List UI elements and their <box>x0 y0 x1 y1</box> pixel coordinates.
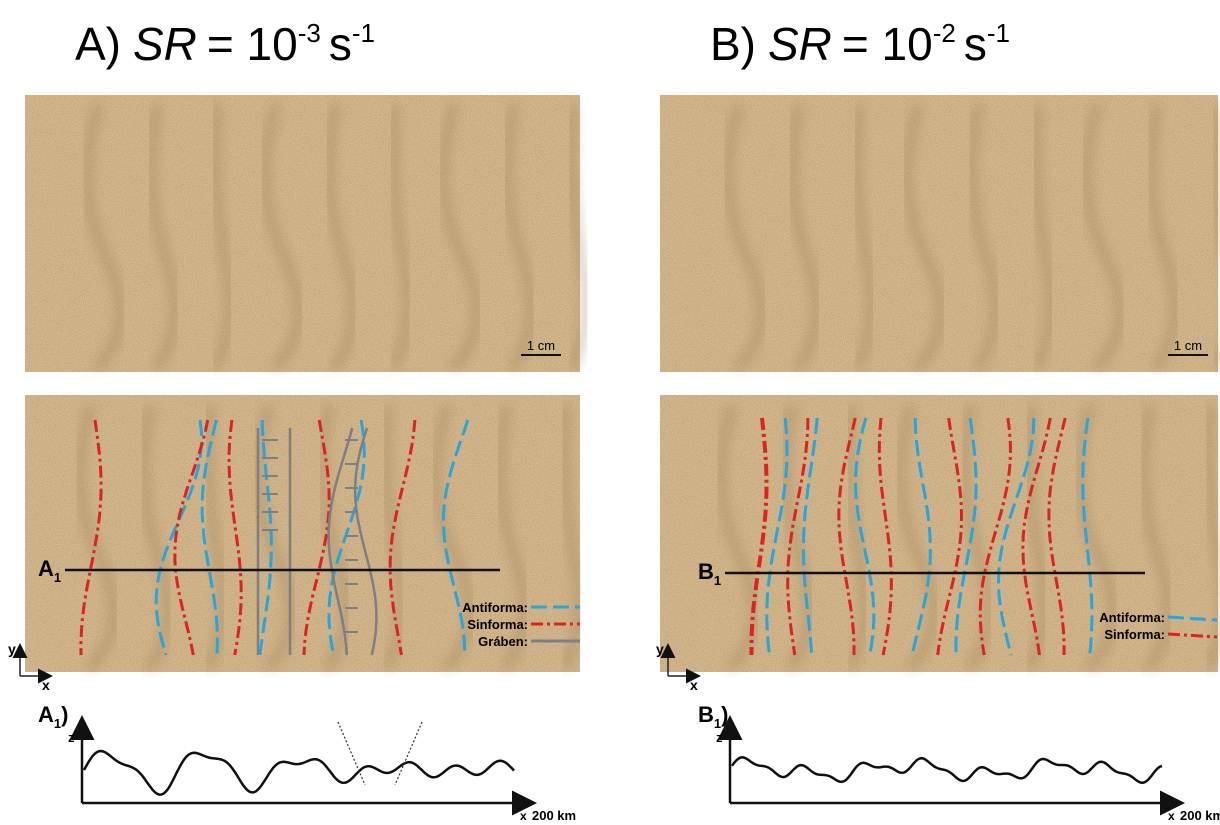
structure-line <box>801 417 819 656</box>
profile-suffix: ) <box>721 702 728 727</box>
profile-index: 1 <box>714 716 721 731</box>
structure-line <box>79 419 103 656</box>
section-index: 1 <box>714 573 721 588</box>
structure-line <box>327 419 366 656</box>
photo <box>25 395 583 672</box>
structure-line <box>910 417 932 656</box>
legend-swatch <box>1167 615 1218 622</box>
structure-line <box>1047 417 1067 656</box>
structure-line <box>837 417 857 655</box>
section-label: B1 <box>698 559 721 588</box>
structure-line <box>1021 417 1052 656</box>
photo-grain <box>25 395 580 672</box>
scale-bar-label: 1 cm <box>527 338 555 353</box>
panel-title: B) SR = 10-2 s-1 <box>710 18 1010 70</box>
photo-grain <box>25 95 580 372</box>
scale-bar-label: 1 cm <box>1174 338 1202 353</box>
profile-z-label: z <box>716 730 723 745</box>
section-letter: B <box>698 559 714 584</box>
structure-line <box>1081 417 1094 656</box>
profile-scale-label: 200 km <box>1180 808 1220 823</box>
profile-z-label: z <box>68 730 75 745</box>
structure-line <box>954 417 978 656</box>
section-letter: A <box>38 556 54 581</box>
section-label: A1 <box>38 556 61 585</box>
profile-index: 1 <box>54 716 61 731</box>
structure-line <box>765 417 789 656</box>
structure-line <box>854 417 876 656</box>
photo-grain <box>660 95 1218 372</box>
axis-x-label: x <box>42 677 50 693</box>
structure-line <box>173 419 210 656</box>
fault-line <box>337 721 366 786</box>
section-index: 1 <box>54 570 61 585</box>
profile-letter: B <box>698 702 714 727</box>
structure-line <box>786 417 810 656</box>
legend-label: Antiforma: <box>1099 610 1165 625</box>
structure-line <box>877 417 893 656</box>
profile-label: B1) <box>698 702 728 731</box>
axis-x-label: x <box>690 677 698 693</box>
structure-line <box>936 417 964 656</box>
photo <box>660 95 1220 372</box>
legend-label: Antiforma: <box>462 600 528 615</box>
legend-label: Sinforma: <box>1104 627 1165 642</box>
legend-swatch <box>1167 632 1218 639</box>
structure-line <box>200 419 219 656</box>
profile-label: A1) <box>38 702 68 731</box>
profile-curve <box>730 756 1163 785</box>
structure-line <box>388 419 417 656</box>
structure-line <box>227 419 243 656</box>
photo <box>25 95 590 372</box>
structure-line <box>258 419 273 656</box>
profile-suffix: ) <box>61 702 68 727</box>
legend-label: Sinforma: <box>467 617 528 632</box>
structure-line <box>442 419 470 656</box>
axis-y-label: y <box>656 641 664 657</box>
fault-line <box>394 721 423 786</box>
legend-label: Gráben: <box>478 634 528 649</box>
structure-line <box>353 427 378 656</box>
structure-line <box>978 417 1013 656</box>
structure-line <box>749 417 769 655</box>
structure-line <box>154 419 204 656</box>
profile-scale-label: 200 km <box>532 808 576 823</box>
structure-line <box>327 427 354 656</box>
axis-y-label: y <box>8 641 16 657</box>
profile-x-label: x <box>1168 809 1175 823</box>
structure-line <box>996 417 1036 656</box>
profile-letter: A <box>38 702 54 727</box>
structure-line <box>302 419 331 656</box>
profile-x-label: x <box>520 809 527 823</box>
panel-title: A) SR = 10-3 s-1 <box>75 18 375 70</box>
profile-curve <box>82 749 515 796</box>
